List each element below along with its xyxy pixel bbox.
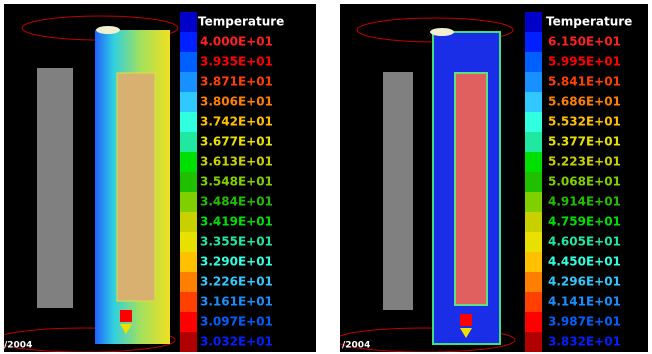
- legend-swatch: [525, 92, 542, 113]
- inner-block: [117, 73, 155, 301]
- legend-swatch: [525, 132, 542, 153]
- legend-label: 5.377E+01: [548, 135, 621, 149]
- legend-swatch: [180, 272, 197, 293]
- gray-plate: [383, 72, 413, 310]
- legend-swatch: [180, 192, 197, 213]
- legend-swatch: [525, 332, 542, 353]
- legend-swatch: [525, 232, 542, 253]
- legend-swatch: [525, 12, 542, 33]
- legend-label: 3.677E+01: [200, 135, 273, 149]
- timestamp: /2004: [342, 341, 370, 351]
- legend-swatch: [525, 172, 542, 193]
- legend-label: 5.841E+01: [548, 75, 621, 89]
- legend-label: 3.832E+01: [548, 335, 621, 349]
- legend-label: 5.995E+01: [548, 55, 621, 69]
- legend-label: 3.161E+01: [200, 295, 273, 309]
- legend-swatch: [525, 32, 542, 53]
- legend-swatch: [525, 192, 542, 213]
- legend-swatch: [180, 212, 197, 233]
- legend-label: 3.484E+01: [200, 195, 273, 209]
- legend-label: 5.068E+01: [548, 175, 621, 189]
- legend-swatch: [180, 72, 197, 93]
- timestamp: /2004: [4, 341, 32, 351]
- legend-label: 6.150E+01: [548, 35, 621, 49]
- legend-label: 4.759E+01: [548, 215, 621, 229]
- right-panel: Temperature 6.150E+01 5.995E+01 5.841E+01 5.…: [335, 4, 648, 353]
- legend-swatch: [180, 52, 197, 73]
- legend-swatch: [180, 12, 197, 33]
- legend-swatch: [180, 332, 197, 353]
- inner-block: [455, 73, 487, 305]
- legend-swatch: [525, 252, 542, 273]
- legend-label: 3.742E+01: [200, 115, 273, 129]
- legend-swatch: [180, 92, 197, 113]
- legend-swatch: [180, 152, 197, 173]
- legend-label: 3.548E+01: [200, 175, 273, 189]
- legend-swatch: [180, 132, 197, 153]
- legend-label: 5.686E+01: [548, 95, 621, 109]
- axis-icon: [460, 314, 472, 326]
- legend-label: 3.419E+01: [200, 215, 273, 229]
- page: Temperature 4.000E+01 3.935E+01 3.871E+01 3.…: [0, 0, 652, 354]
- axis-icon: [120, 310, 132, 322]
- legend-label: 4.296E+01: [548, 275, 621, 289]
- legend-swatch: [525, 272, 542, 293]
- legend-swatch: [525, 72, 542, 93]
- legend-label: 3.935E+01: [200, 55, 273, 69]
- legend-label: 3.987E+01: [548, 315, 621, 329]
- legend-title: Temperature: [198, 15, 284, 29]
- legend-swatch: [525, 292, 542, 313]
- legend-label: 3.032E+01: [200, 335, 273, 349]
- legend-label: 3.613E+01: [200, 155, 273, 169]
- cap: [96, 26, 120, 34]
- legend-label: 3.355E+01: [200, 235, 273, 249]
- legend-swatch: [525, 112, 542, 133]
- legend-title: Temperature: [546, 15, 632, 29]
- legend-label: 3.806E+01: [200, 95, 273, 109]
- legend-label: 4.605E+01: [548, 235, 621, 249]
- legend-swatch: [180, 32, 197, 53]
- left-panel: Temperature 4.000E+01 3.935E+01 3.871E+01 3.…: [0, 4, 316, 353]
- legend-label: 5.223E+01: [548, 155, 621, 169]
- legend-swatch: [180, 232, 197, 253]
- cap: [430, 28, 454, 36]
- legend-swatch: [180, 252, 197, 273]
- screenshot: Temperature 4.000E+01 3.935E+01 3.871E+01 3.…: [0, 0, 652, 354]
- legend-swatch: [180, 112, 197, 133]
- legend-label: 4.914E+01: [548, 195, 621, 209]
- legend-label: 5.532E+01: [548, 115, 621, 129]
- legend-swatch: [180, 292, 197, 313]
- legend-swatch: [180, 172, 197, 193]
- gray-plate: [37, 68, 73, 308]
- legend-label: 4.450E+01: [548, 255, 621, 269]
- legend-label: 4.000E+01: [200, 35, 273, 49]
- legend-label: 3.226E+01: [200, 275, 273, 289]
- legend-label: 3.097E+01: [200, 315, 273, 329]
- legend-label: 3.290E+01: [200, 255, 273, 269]
- legend-swatch: [180, 312, 197, 333]
- legend-swatch: [525, 212, 542, 233]
- legend-swatch: [525, 52, 542, 73]
- legend-label: 4.141E+01: [548, 295, 621, 309]
- legend-swatch: [525, 312, 542, 333]
- legend-swatch: [525, 152, 542, 173]
- legend-label: 3.871E+01: [200, 75, 273, 89]
